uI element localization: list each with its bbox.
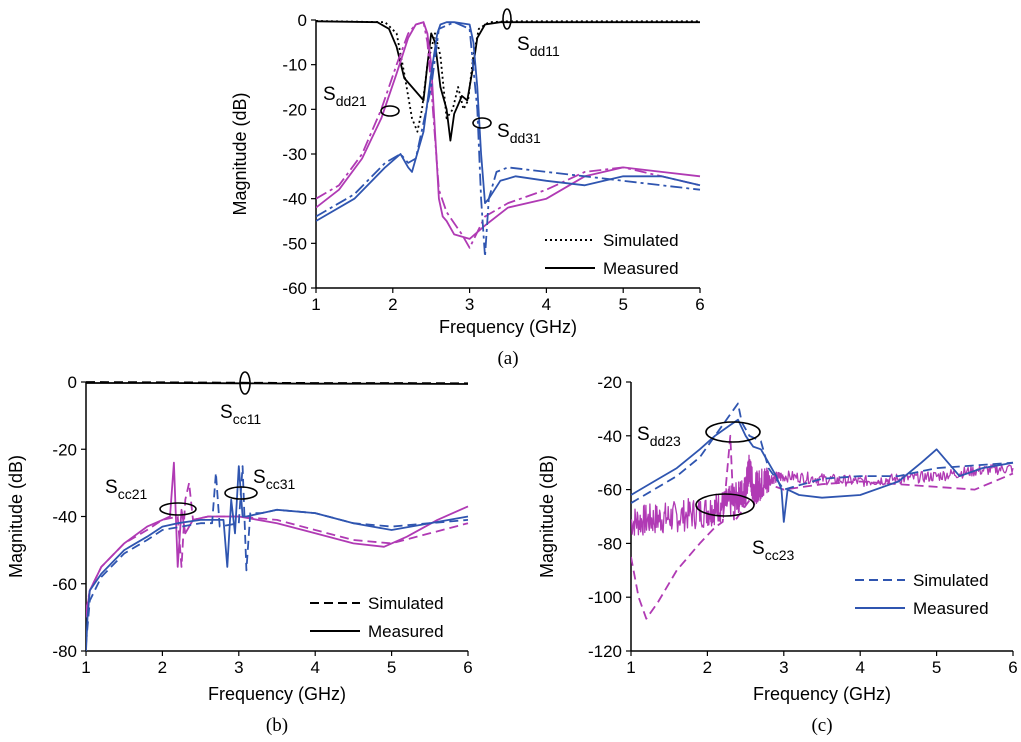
x-tick-label-b: 6 xyxy=(463,658,472,677)
series-line-a-2 xyxy=(316,21,701,240)
annotation-label-c: Sdd23 xyxy=(637,424,681,449)
series-group-a xyxy=(316,20,701,258)
legend-c: Simulated Measured xyxy=(855,571,989,618)
annotation-ellipse-c xyxy=(695,493,755,517)
x-tick-label-a: 3 xyxy=(465,295,474,314)
x-tick-label-b: 4 xyxy=(310,658,319,677)
legend-label-b: Simulated xyxy=(368,594,444,613)
x-tick-label-c: 1 xyxy=(626,658,635,677)
y-tick-label-a: -60 xyxy=(282,279,307,298)
legend-label-a: Simulated xyxy=(603,231,679,250)
series-line-a-1 xyxy=(316,20,700,133)
series-line-a-4 xyxy=(316,21,701,222)
series-line-c-2 xyxy=(631,418,1014,523)
annotation-ellipse-a xyxy=(502,8,512,30)
y-tick-label-b: -60 xyxy=(52,575,77,594)
legend-label-b: Measured xyxy=(368,622,444,641)
annotation-label-a: Sdd21 xyxy=(323,84,367,109)
annotation-label-b: Scc21 xyxy=(105,477,147,502)
x-tick-label-a: 6 xyxy=(695,295,704,314)
series-line-a-3 xyxy=(316,21,701,249)
panel-caption-a: (a) xyxy=(497,348,518,369)
y-tick-label-a: 0 xyxy=(298,11,307,30)
y-tick-label-c: -100 xyxy=(588,588,622,607)
annotation-label-b: Scc31 xyxy=(253,467,295,492)
chart-panel-c: 1 2 3 4 5 6 -20 -40 -60 -80 -100 -120 Frequency (GHz… xyxy=(537,373,1018,736)
chart-panel-a: 1 2 3 4 5 6 0 -10 -20 -30 -40 -50 -60 Frequency (GHz)… xyxy=(230,8,705,369)
series-line-b-2 xyxy=(86,461,469,618)
annotation-ellipse-a xyxy=(472,117,492,129)
series-line-a-5 xyxy=(316,21,701,258)
annotation-ellipse-b xyxy=(239,371,251,395)
y-tick-label-b: -40 xyxy=(52,508,77,527)
x-tick-label-a: 1 xyxy=(311,295,320,314)
legend-label-c: Simulated xyxy=(913,571,989,590)
legend-label-a: Measured xyxy=(603,259,679,278)
y-tick-label-c: -20 xyxy=(597,373,622,392)
x-axis-label-b: Frequency (GHz) xyxy=(208,684,346,704)
x-axis-label-c: Frequency (GHz) xyxy=(753,684,891,704)
y-axis-label-c: Magnitude (dB) xyxy=(537,455,557,578)
legend-b: Simulated Measured xyxy=(310,594,444,641)
x-tick-label-c: 4 xyxy=(855,658,864,677)
x-tick-label-c: 2 xyxy=(703,658,712,677)
legend-a: Simulated Measured xyxy=(545,231,679,278)
series-line-c-1 xyxy=(631,434,1014,620)
annotation-label-a: Sdd11 xyxy=(517,34,560,59)
x-tick-label-b: 3 xyxy=(234,658,243,677)
panel-caption-b: (b) xyxy=(266,715,288,736)
series-line-c-3 xyxy=(631,402,1014,504)
y-axis-label-a: Magnitude (dB) xyxy=(230,92,250,215)
y-tick-label-c: -40 xyxy=(597,427,622,446)
y-axis-label-b: Magnitude (dB) xyxy=(6,455,26,578)
y-tick-label-a: -40 xyxy=(282,190,307,209)
x-tick-label-b: 1 xyxy=(81,658,90,677)
x-tick-label-b: 5 xyxy=(387,658,396,677)
x-tick-label-a: 5 xyxy=(618,295,627,314)
annotation-label-a: Sdd31 xyxy=(497,121,541,146)
y-tick-label-c: -80 xyxy=(597,534,622,553)
annotation-ellipse-c xyxy=(705,421,761,443)
y-tick-label-b: 0 xyxy=(68,373,77,392)
annotation-ellipse-b xyxy=(224,486,258,500)
x-axis-label-a: Frequency (GHz) xyxy=(439,317,577,337)
chart-panel-b: 1 2 3 4 5 6 0 -20 -40 -60 -80 Frequency (GHz) Magnit… xyxy=(6,371,473,736)
annotation-label-c: Scc23 xyxy=(752,538,794,563)
y-tick-label-a: -30 xyxy=(282,145,307,164)
y-tick-label-a: -20 xyxy=(282,100,307,119)
y-tick-label-c: -60 xyxy=(597,481,622,500)
x-tick-label-c: 6 xyxy=(1008,658,1017,677)
panel-caption-c: (c) xyxy=(811,715,832,736)
series-line-b-3 xyxy=(86,482,469,611)
annotation-label-b: Scc11 xyxy=(220,402,261,427)
y-tick-label-b: -80 xyxy=(52,642,77,661)
x-tick-label-c: 3 xyxy=(779,658,788,677)
x-tick-label-c: 5 xyxy=(932,658,941,677)
legend-label-c: Measured xyxy=(913,599,989,618)
annotation-ellipse-b xyxy=(159,502,197,516)
series-line-b-1 xyxy=(86,381,469,385)
series-group-b xyxy=(86,381,469,652)
x-tick-label-a: 2 xyxy=(388,295,397,314)
y-tick-label-c: -120 xyxy=(588,642,622,661)
annotation-ellipse-a xyxy=(380,105,400,117)
series-line-b-5 xyxy=(86,465,469,645)
x-tick-label-b: 2 xyxy=(158,658,167,677)
y-tick-label-b: -20 xyxy=(52,440,77,459)
y-tick-label-a: -50 xyxy=(282,234,307,253)
x-tick-label-a: 4 xyxy=(542,295,551,314)
y-tick-label-a: -10 xyxy=(282,56,307,75)
